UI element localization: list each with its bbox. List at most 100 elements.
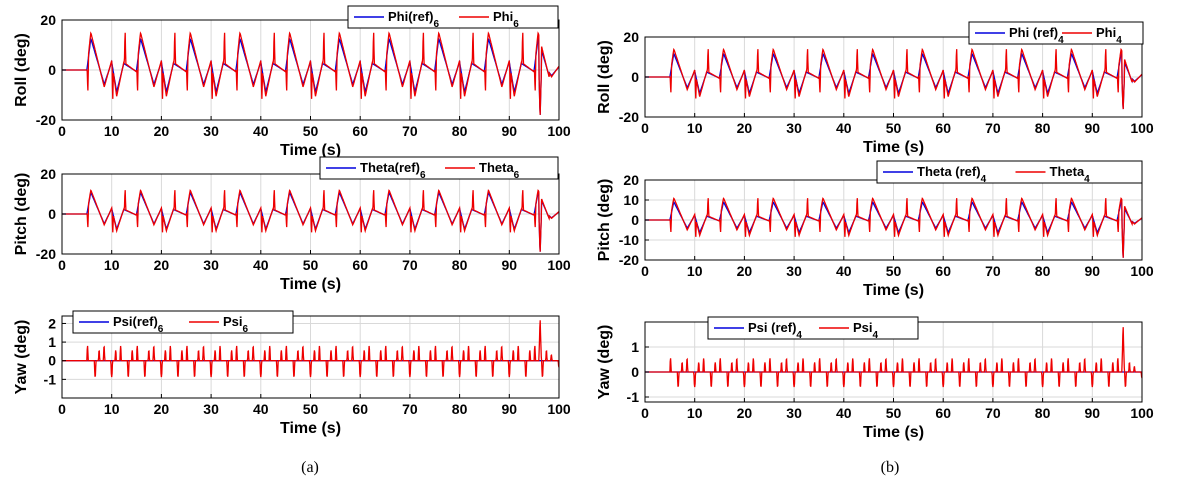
x-axis-label: Time (s): [863, 139, 924, 156]
legend-subscript: 6: [158, 324, 164, 335]
panel-caption-a: (a): [301, 459, 319, 476]
x-tick-label: 80: [1035, 263, 1051, 279]
x-tick-label: 90: [502, 401, 518, 417]
x-tick-label: 100: [1130, 120, 1154, 136]
legend-subscript: 6: [513, 19, 519, 30]
series-line-actual: [645, 197, 1143, 258]
x-tick-label: 60: [352, 123, 368, 139]
legend-subscript: 6: [243, 324, 249, 335]
y-axis-label: Pitch (deg): [596, 179, 613, 262]
x-tick-label: 80: [452, 401, 468, 417]
legend-box: [876, 160, 1143, 184]
legend-subscript: 6: [420, 170, 426, 181]
legend-subscript: 4: [796, 330, 802, 341]
y-tick-label: 20: [623, 29, 639, 45]
x-tick-label: 100: [547, 123, 571, 139]
series-line-actual: [62, 31, 560, 115]
x-tick-label: 100: [1130, 263, 1154, 279]
legend-subscript: 6: [514, 170, 520, 181]
x-tick-label: 20: [154, 401, 170, 417]
x-tick-label: 70: [402, 401, 418, 417]
y-tick-label: -20: [619, 109, 639, 125]
x-tick-label: 90: [1085, 405, 1101, 421]
y-tick-label: 20: [623, 172, 639, 188]
x-tick-label: 30: [786, 263, 802, 279]
legend-subscript: 4: [1058, 35, 1064, 46]
x-axis-label: Time (s): [863, 424, 924, 441]
y-axis-label: Yaw (deg): [596, 325, 613, 400]
x-tick-label: 70: [985, 405, 1001, 421]
x-tick-label: 80: [452, 123, 468, 139]
x-tick-label: 90: [502, 123, 518, 139]
x-tick-label: 50: [886, 263, 902, 279]
series-line-actual: [645, 327, 1143, 388]
legend: Psi(ref)6 Psi6: [72, 310, 294, 335]
y-tick-label: -20: [619, 252, 639, 268]
x-tick-label: 0: [641, 120, 649, 136]
x-tick-label: 60: [935, 120, 951, 136]
x-tick-label: 20: [737, 405, 753, 421]
x-tick-label: 30: [203, 257, 219, 273]
x-tick-label: 10: [104, 257, 120, 273]
x-tick-label: 100: [547, 401, 571, 417]
y-tick-label: -1: [627, 389, 640, 405]
x-tick-label: 50: [886, 120, 902, 136]
y-axis-label: Yaw (deg): [13, 320, 30, 395]
x-tick-label: 0: [641, 263, 649, 279]
x-tick-label: 40: [253, 401, 269, 417]
y-tick-label: 0: [631, 364, 639, 380]
x-tick-label: 50: [303, 401, 319, 417]
x-tick-label: 80: [1035, 120, 1051, 136]
x-tick-label: 80: [1035, 405, 1051, 421]
legend-box: [72, 310, 294, 334]
x-tick-label: 80: [452, 257, 468, 273]
x-tick-label: 10: [687, 405, 703, 421]
legend-subscript: 4: [981, 174, 987, 185]
x-tick-label: 20: [737, 263, 753, 279]
x-tick-label: 40: [253, 123, 269, 139]
x-tick-label: 10: [687, 263, 703, 279]
x-tick-label: 20: [737, 120, 753, 136]
x-tick-label: 10: [104, 401, 120, 417]
x-tick-label: 60: [352, 257, 368, 273]
x-tick-label: 90: [1085, 263, 1101, 279]
legend-box: [347, 5, 559, 29]
x-tick-label: 100: [1130, 405, 1154, 421]
legend-subscript: 6: [434, 19, 440, 30]
y-tick-label: 10: [623, 192, 639, 208]
x-axis-label: Time (s): [280, 420, 341, 437]
legend-box: [707, 316, 919, 340]
x-tick-label: 70: [985, 263, 1001, 279]
x-tick-label: 70: [402, 123, 418, 139]
x-tick-label: 70: [402, 257, 418, 273]
x-tick-label: 60: [352, 401, 368, 417]
x-tick-label: 30: [786, 120, 802, 136]
series-line-actual: [62, 189, 560, 252]
y-axis-label: Pitch (deg): [13, 173, 30, 256]
legend: Theta (ref)4 Theta4: [876, 160, 1143, 185]
legend-subscript: 4: [1116, 35, 1122, 46]
x-tick-label: 40: [836, 120, 852, 136]
x-tick-label: 90: [1085, 120, 1101, 136]
y-tick-label: 0: [48, 206, 56, 222]
y-tick-label: 20: [40, 166, 56, 182]
y-axis-label: Roll (deg): [596, 40, 613, 114]
legend: Phi (ref)4 Phi4: [968, 21, 1144, 46]
x-tick-label: 40: [836, 405, 852, 421]
y-tick-label: -20: [36, 246, 56, 262]
x-tick-label: 100: [547, 257, 571, 273]
legend: Psi (ref)4 Psi4: [707, 316, 919, 341]
x-tick-label: 60: [935, 263, 951, 279]
x-tick-label: 0: [58, 257, 66, 273]
y-tick-label: 20: [40, 12, 56, 28]
y-tick-label: 0: [631, 212, 639, 228]
y-tick-label: -1: [44, 371, 57, 387]
x-axis-label: Time (s): [280, 276, 341, 293]
y-tick-label: 2: [48, 315, 56, 331]
